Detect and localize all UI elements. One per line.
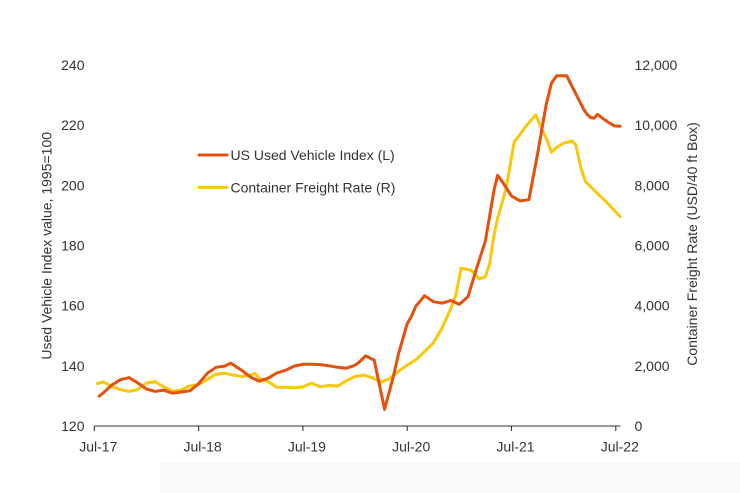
svg-text:160: 160: [61, 298, 85, 314]
svg-text:Jul-21: Jul-21: [496, 439, 534, 455]
svg-text:Container Freight Rate (R): Container Freight Rate (R): [231, 179, 396, 195]
svg-text:140: 140: [61, 358, 85, 374]
svg-text:120: 120: [61, 418, 85, 434]
svg-text:US Used Vehicle Index (L): US Used Vehicle Index (L): [231, 147, 395, 163]
svg-text:Used Vehicle Index value, 1995: Used Vehicle Index value, 1995=100: [39, 132, 55, 360]
svg-text:6,000: 6,000: [635, 237, 670, 253]
svg-text:180: 180: [61, 237, 85, 253]
svg-text:10,000: 10,000: [635, 117, 678, 133]
svg-text:Container Freight Rate (USD/40: Container Freight Rate (USD/40 ft Box): [684, 122, 700, 366]
svg-text:Jul-18: Jul-18: [184, 439, 222, 455]
svg-text:Jul-19: Jul-19: [288, 439, 326, 455]
svg-text:2,000: 2,000: [635, 358, 670, 374]
svg-text:Jul-22: Jul-22: [601, 439, 639, 455]
svg-text:240: 240: [61, 57, 85, 73]
svg-text:Jul-20: Jul-20: [392, 439, 430, 455]
svg-text:220: 220: [61, 117, 85, 133]
svg-text:12,000: 12,000: [635, 57, 678, 73]
svg-text:8,000: 8,000: [635, 177, 670, 193]
svg-text:200: 200: [61, 177, 85, 193]
svg-text:0: 0: [635, 418, 643, 434]
svg-text:Jul-17: Jul-17: [79, 439, 117, 455]
svg-text:4,000: 4,000: [635, 298, 670, 314]
